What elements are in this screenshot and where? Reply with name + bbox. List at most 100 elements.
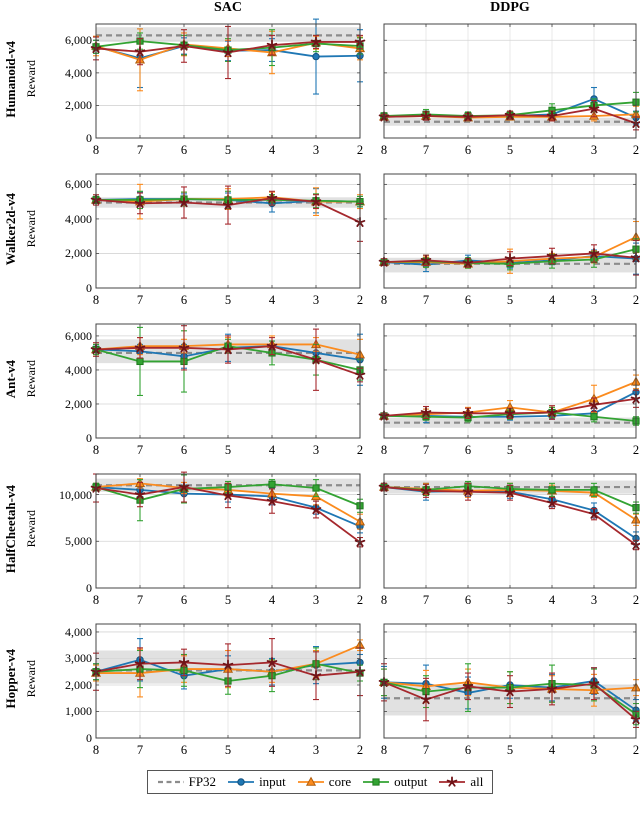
legend-item-output: output (362, 774, 427, 790)
x-tick-label: 8 (381, 443, 387, 457)
plot-sac-hopper-v4: 8 7 6 5 4 3 2 (90, 623, 366, 757)
y-tick-label: 2,000 (65, 98, 92, 113)
legend: FP32 input core output all (146, 770, 494, 794)
row-label-reward: Reward (22, 20, 40, 158)
y-tick-label: 2,000 (65, 396, 92, 411)
x-tick-label: 7 (137, 293, 143, 307)
plot-row-halfcheetah-v4: HalfCheetah-v4 Reward 0 5,000 10,000 8 7 6 5 4 3 2 8… (0, 470, 640, 608)
row-label-env: Humanoid-v4 (0, 20, 22, 158)
x-tick-label: 3 (313, 293, 319, 307)
y-tick-labels: 0 2,000 4,000 6,000 (40, 320, 96, 458)
x-tick-label: 2 (357, 293, 363, 307)
x-tick-label: 2 (633, 743, 639, 757)
y-tick-label: 4,000 (65, 362, 92, 377)
y-tick-label: 4,000 (65, 624, 92, 639)
x-tick-label: 6 (465, 593, 471, 607)
x-tick-label: 3 (591, 743, 597, 757)
row-label-reward: Reward (22, 620, 40, 758)
column-titles: SAC DDPG (0, 0, 640, 18)
y-tick-label: 2,000 (65, 677, 92, 692)
x-tick-label: 3 (591, 593, 597, 607)
y-axis-label: Reward (23, 210, 38, 248)
row-label-reward: Reward (22, 470, 40, 608)
legend-item-all: all (438, 774, 483, 790)
y-tick-label: 0 (86, 731, 92, 745)
x-tick-label: 8 (381, 293, 387, 307)
plot-grid: Humanoid-v4 Reward 0 2,000 4,000 6,000 8 7 6 5 4 3 2… (0, 18, 640, 758)
x-tick-label: 6 (465, 443, 471, 457)
x-tick-label: 4 (269, 293, 276, 307)
column-gap (360, 620, 384, 758)
column-title-ddpg: DDPG (490, 0, 530, 15)
x-tick-label: 6 (181, 143, 187, 157)
x-tick-label: 5 (507, 443, 513, 457)
legend-label: all (470, 774, 484, 789)
x-tick-label: 2 (357, 443, 363, 457)
x-tick-label: 7 (137, 593, 143, 607)
x-tick-label: 7 (423, 743, 429, 757)
x-tick-label: 5 (507, 293, 513, 307)
series-all (378, 481, 640, 551)
env-name: Hopper-v4 (3, 649, 18, 709)
x-tick-label: 2 (357, 743, 363, 757)
y-tick-label: 0 (86, 131, 92, 145)
x-tick-label: 8 (93, 743, 99, 757)
y-tick-label: 2,000 (65, 246, 92, 261)
y-tick-label: 5,000 (65, 534, 92, 549)
x-tick-label: 8 (93, 593, 99, 607)
x-tick-label: 6 (465, 743, 471, 757)
x-tick-label: 4 (549, 143, 556, 157)
x-tick-label: 5 (225, 143, 231, 157)
plot-row-hopper-v4: Hopper-v4 Reward 0 1,000 2,000 3,000 4,000 8 7 6 5… (0, 620, 640, 758)
x-tick-label: 8 (381, 743, 387, 757)
y-tick-labels: 0 2,000 4,000 6,000 (40, 170, 96, 308)
y-tick-label: 1,000 (65, 704, 92, 719)
y-tick-label: 0 (86, 431, 92, 445)
y-tick-label: 6,000 (65, 328, 92, 343)
legend-item-core: core (297, 774, 351, 790)
x-tick-label: 4 (269, 143, 276, 157)
y-axis-label: Reward (23, 660, 38, 698)
legend-label: core (328, 774, 352, 789)
y-tick-label: 3,000 (65, 651, 92, 666)
triangle-legend-icon (297, 776, 324, 786)
x-tick-label: 2 (633, 143, 639, 157)
x-tick-label: 4 (269, 743, 276, 757)
y-tick-label: 6,000 (65, 33, 92, 48)
column-gap (360, 170, 384, 308)
legend-label: input (259, 774, 286, 789)
x-tick-label: 2 (633, 593, 639, 607)
plot-row-humanoid-v4: Humanoid-v4 Reward 0 2,000 4,000 6,000 8 7 6 5 4 3 2… (0, 18, 640, 158)
x-tick-label: 5 (507, 143, 513, 157)
x-tick-label: 2 (357, 143, 363, 157)
row-label-env: Hopper-v4 (0, 620, 22, 758)
row-label-env: HalfCheetah-v4 (0, 470, 22, 608)
star-legend-icon (439, 776, 466, 787)
legend-label: FP32 (188, 774, 217, 789)
plot-row-walker2d-v4: Walker2d-v4 Reward 0 2,000 4,000 6,000 8 7 6 5 4 3 2… (0, 170, 640, 308)
legend-label: output (394, 774, 428, 789)
y-axis-label: Reward (23, 360, 38, 398)
x-tick-label: 8 (381, 593, 387, 607)
y-axis-label: Reward (23, 510, 38, 548)
row-label-env: Ant-v4 (0, 320, 22, 458)
x-tick-label: 6 (181, 293, 187, 307)
row-label-env: Walker2d-v4 (0, 170, 22, 308)
x-tick-label: 3 (313, 593, 319, 607)
x-tick-label: 3 (591, 443, 597, 457)
column-title-sac: SAC (213, 0, 242, 15)
x-tick-label: 6 (181, 443, 187, 457)
row-label-reward: Reward (22, 170, 40, 308)
plot-ddpg-hopper-v4: 8 7 6 5 4 3 2 (378, 623, 640, 757)
env-name: Walker2d-v4 (3, 192, 18, 266)
column-gap (360, 20, 384, 158)
x-tick-label: 6 (181, 593, 187, 607)
x-tick-label: 4 (269, 593, 276, 607)
x-tick-label: 5 (225, 293, 231, 307)
x-tick-label: 5 (507, 743, 513, 757)
x-tick-label: 3 (591, 293, 597, 307)
square-legend-icon (363, 778, 390, 786)
x-tick-label: 7 (137, 743, 143, 757)
x-tick-label: 8 (93, 293, 99, 307)
